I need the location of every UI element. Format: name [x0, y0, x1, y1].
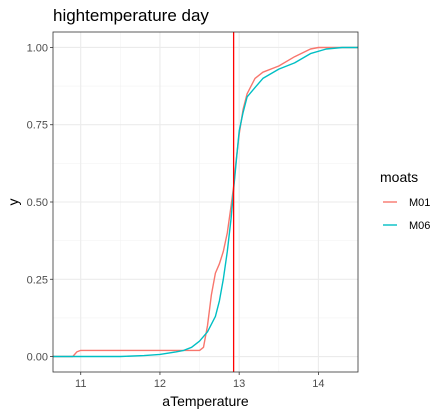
- x-tick-label: 11: [75, 378, 86, 390]
- y-tick-label: 0.00: [27, 352, 48, 364]
- y-tick-label: 0.25: [27, 274, 48, 286]
- legend: moats M01 M06: [380, 169, 430, 232]
- y-axis: 0.00 0.25 0.50 0.75 1.00: [27, 42, 53, 364]
- series-layer: [53, 46, 358, 358]
- y-tick-label: 0.75: [27, 120, 48, 132]
- x-tick-label: 12: [154, 378, 166, 390]
- series-line-M06: [53, 46, 358, 358]
- y-tick-label: 0.50: [27, 197, 48, 209]
- series-line-M01: [53, 46, 358, 358]
- x-tick-label: 14: [312, 378, 324, 390]
- legend-label-M01: M01: [409, 197, 430, 209]
- y-tick-label: 1.00: [27, 42, 48, 54]
- x-tick-label: 13: [233, 378, 245, 390]
- y-axis-title: y: [5, 199, 21, 206]
- x-axis: 11 12 13 14: [75, 372, 325, 390]
- legend-title: moats: [380, 169, 418, 185]
- legend-label-M06: M06: [409, 220, 430, 232]
- x-axis-title: aTemperature: [162, 393, 249, 409]
- grid-major: [53, 32, 358, 372]
- chart-title: hightemperature day: [53, 6, 209, 25]
